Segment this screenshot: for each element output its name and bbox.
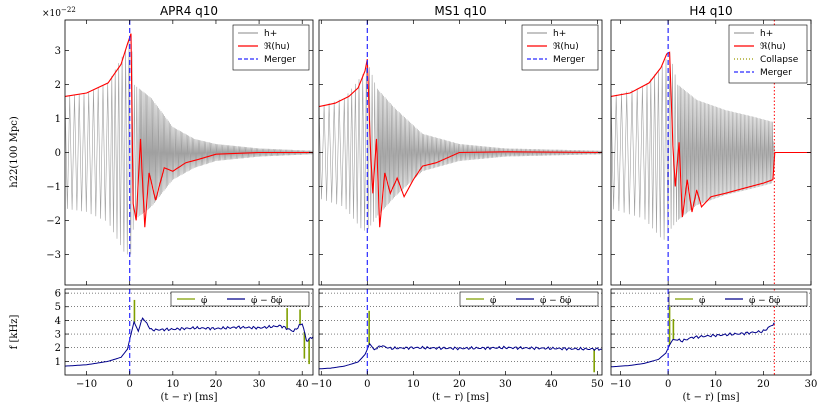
strain-legend-label: ℜ(hu) (264, 42, 290, 52)
xtick-label: 0 (665, 379, 671, 390)
strain-ytick-label: −3 (46, 250, 61, 261)
panel-title: MS1 q10 (434, 4, 486, 18)
strain-legend-label: ℜ(hu) (760, 42, 786, 52)
freq-legend-label: φ̇ − δφ̇ (749, 296, 780, 306)
xtick-label: 10 (407, 379, 420, 390)
amplitude-line (610, 51, 811, 218)
amplitude-line (64, 33, 313, 228)
strain-ytick-label: 2 (55, 80, 61, 91)
xtick-label: 30 (253, 379, 266, 390)
strain-legend-label: h+ (553, 29, 566, 39)
freq-ytick-label: 5 (55, 302, 61, 313)
strain-ytick-label: 1 (55, 114, 61, 125)
strain-ytick-label: 0 (55, 148, 61, 159)
xtick-label: 20 (453, 379, 466, 390)
freq-ytick-label: 1 (55, 357, 61, 368)
xtick-label: 20 (757, 379, 770, 390)
freq-legend-label: φ̇ (490, 296, 496, 306)
strain-ytick-label: 3 (55, 46, 61, 57)
frequency-line (318, 342, 603, 370)
freq-axes (64, 288, 314, 376)
xtick-label: 50 (591, 379, 604, 390)
x-axis-label: (t − r) [ms] (683, 392, 740, 403)
xtick-label: 0 (364, 379, 370, 390)
panel-title: APR4 q10 (160, 4, 218, 18)
freq-legend-label: φ̇ − δφ̇ (540, 296, 571, 306)
freq-legend-label: φ̇ (201, 296, 207, 306)
xtick-label: 10 (166, 379, 179, 390)
strain-legend-label: ℜ(hu) (553, 42, 579, 52)
xtick-label: 0 (127, 379, 133, 390)
strain-ytick-label: −1 (46, 182, 61, 193)
x-axis-label: (t − r) [ms] (161, 392, 218, 403)
strain-scale-exponent: −22 (61, 6, 76, 14)
freq-axes (610, 288, 812, 376)
xtick-label: 40 (296, 379, 309, 390)
strain-legend-label: h+ (264, 29, 277, 39)
strain-legend-box (728, 24, 808, 84)
xtick-label: 40 (545, 379, 558, 390)
h-plus-line (318, 63, 602, 231)
panel-2: MS1 q10 h+ ℜ(hu) Merger −10 0 10 20 30 40 50 φ̇ φ̇ −… (311, 4, 604, 403)
freq-ytick-label: 4 (55, 316, 61, 327)
xtick-label: 20 (210, 379, 223, 390)
freq-ytick-label: 3 (55, 330, 61, 341)
strain-y-axis-label: h22(100 Mpc) (9, 116, 20, 188)
panel-title: H4 q10 (689, 4, 732, 18)
xtick-label: 30 (805, 379, 818, 390)
h-plus-line (64, 40, 313, 255)
xtick-label: 30 (499, 379, 512, 390)
x-axis-label: (t − r) [ms] (432, 392, 489, 403)
xtick-label: 10 (709, 379, 722, 390)
amplitude-line (318, 58, 603, 228)
freq-legend-label: φ̇ (699, 296, 705, 306)
freq-ytick-label: 2 (55, 343, 61, 354)
freq-ytick-label: 6 (55, 289, 61, 300)
strain-legend-label: Merger (264, 55, 296, 65)
strain-legend-label: Merger (553, 55, 585, 65)
frequency-line (610, 322, 775, 368)
panel-1: APR4 q10−3−2−10123h+ℜ(hu)Merger123456−10… (46, 4, 314, 403)
frequency-line (64, 317, 314, 367)
xtick-label: −10 (610, 379, 631, 390)
strain-ytick-label: −2 (46, 216, 61, 227)
strain-scale-label: ×10−22 (42, 6, 76, 19)
freq-legend-label: φ̇ − δφ̇ (251, 296, 282, 306)
xtick-label: −10 (311, 379, 332, 390)
panel-3: H4 q10 h+ ℜ(hu) Collapse Merger −10 0 10 20 30 φ̇ φ… (610, 4, 817, 403)
xtick-label: −10 (76, 379, 97, 390)
freq-axes (318, 288, 603, 376)
strain-legend-label: Merger (760, 68, 792, 78)
strain-legend-label: Collapse (760, 55, 799, 65)
freq-y-axis-label: f [kHz] (9, 315, 20, 350)
strain-legend-label: h+ (760, 29, 773, 39)
